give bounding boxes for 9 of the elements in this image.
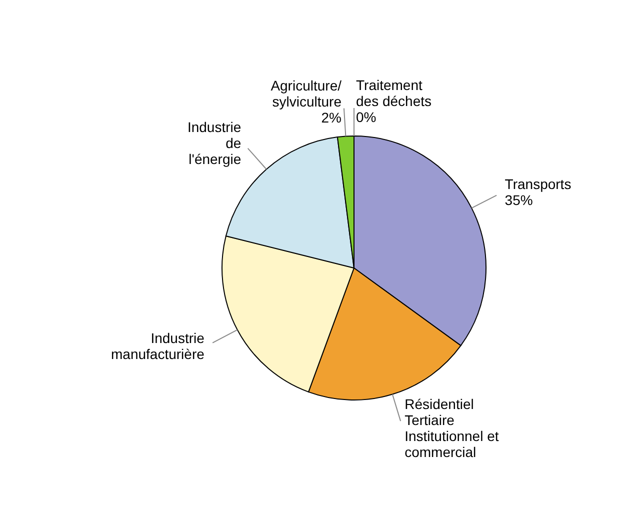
- slice-label: Transports: [504, 176, 572, 192]
- slice-label: Agriculture/ sylviculture: [270, 77, 342, 110]
- data-label: 2%: [321, 109, 342, 126]
- data-label: 35%: [504, 192, 533, 208]
- category-label: Traitement des déchets: [356, 77, 432, 109]
- text: 0%: [356, 109, 376, 125]
- slice-label: Industrie manufacturière: [111, 330, 205, 362]
- slice-label: Résidentiel Tertiaire Institutionnel et commercial: [404, 396, 499, 460]
- slice-label: Industrie de l'énergie: [187, 119, 242, 168]
